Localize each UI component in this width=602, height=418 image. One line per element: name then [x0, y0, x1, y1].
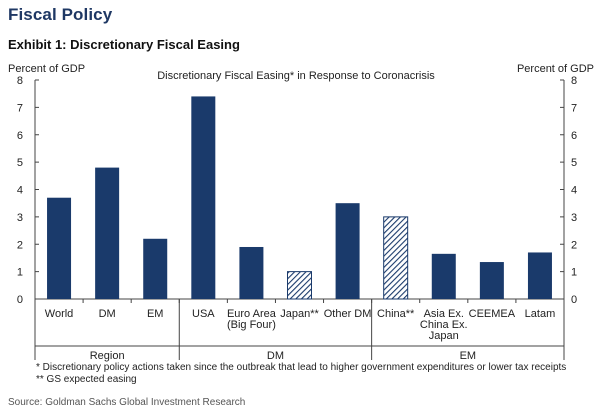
footnotes: * Discretionary policy actions taken sin… [36, 362, 566, 386]
bar [47, 197, 72, 299]
x-tick-label: Other DM [324, 308, 372, 320]
source-note: Source: Goldman Sachs Global Investment … [8, 397, 246, 408]
y-tick-label-right: 7 [571, 102, 577, 114]
x-tick-label: China** [377, 308, 415, 320]
bar [95, 167, 120, 299]
y-tick-label-left: 3 [17, 212, 23, 224]
y-tick-label-left: 2 [17, 239, 23, 251]
x-tick-label: USA [192, 308, 215, 320]
y-tick-label-right: 8 [571, 75, 577, 87]
y-tick-label-left: 1 [17, 267, 23, 279]
y-tick-label-right: 1 [571, 267, 577, 279]
x-tick-label: (Big Four) [227, 319, 276, 331]
bar [239, 246, 264, 299]
x-tick-label: DM [99, 308, 116, 320]
x-tick-label: CEEMEA [469, 308, 516, 320]
x-tick-label: Japan [429, 330, 459, 342]
bar [431, 253, 456, 299]
exhibit-title: Exhibit 1: Discretionary Fiscal Easing [8, 37, 240, 52]
y-axis-title-left: Percent of GDP [8, 63, 85, 75]
y-tick-label-left: 6 [17, 130, 23, 142]
y-tick-label-right: 4 [571, 185, 577, 197]
y-tick-label-right: 6 [571, 130, 577, 142]
y-tick-label-right: 0 [571, 294, 577, 306]
bar [335, 203, 360, 299]
y-tick-label-right: 2 [571, 239, 577, 251]
chart-title: Discretionary Fiscal Easing* in Response… [157, 70, 435, 82]
x-tick-label: World [45, 308, 74, 320]
y-tick-label-left: 0 [17, 294, 23, 306]
section-title: Fiscal Policy [8, 5, 113, 24]
bar [143, 238, 168, 299]
group-label: Region [90, 350, 125, 362]
x-tick-label: Asia Ex. [424, 308, 464, 320]
group-label: EM [460, 350, 477, 362]
footnote-1: * Discretionary policy actions taken sin… [36, 362, 567, 373]
x-tick-label: EM [147, 308, 164, 320]
x-tick-label: Japan** [280, 308, 319, 320]
y-tick-label-left: 8 [17, 75, 23, 87]
bar [287, 271, 312, 300]
y-tick-label-left: 4 [17, 185, 23, 197]
y-tick-label-right: 3 [571, 212, 577, 224]
y-tick-label-left: 5 [17, 157, 23, 169]
bar [383, 216, 409, 300]
bar [479, 262, 504, 299]
bar [191, 96, 216, 299]
footnote-2: ** GS expected easing [36, 374, 137, 385]
y-tick-label-left: 7 [17, 102, 23, 114]
x-tick-label: China Ex. [420, 319, 468, 331]
y-axis-title-right: Percent of GDP [517, 63, 594, 75]
x-tick-label: Latam [525, 308, 556, 320]
x-tick-label: Euro Area [227, 308, 277, 320]
y-tick-label-right: 5 [571, 157, 577, 169]
bar [527, 252, 552, 299]
group-label: DM [267, 350, 284, 362]
